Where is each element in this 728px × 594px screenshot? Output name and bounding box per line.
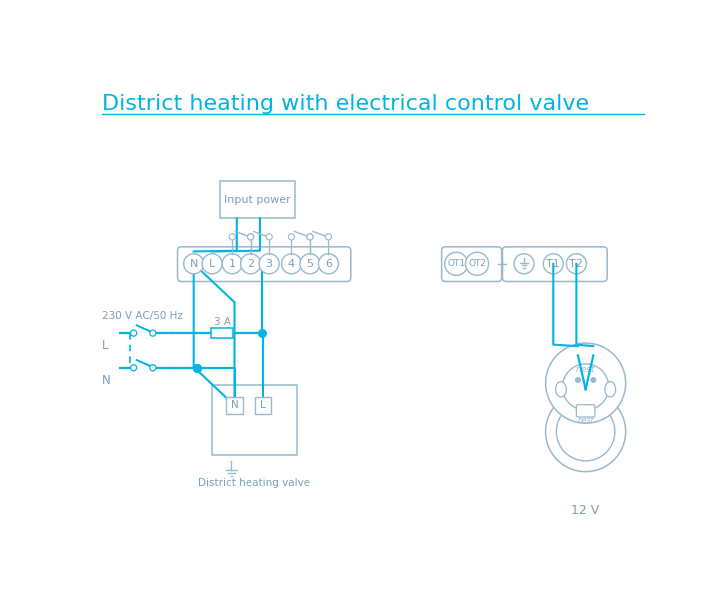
Circle shape [150,365,156,371]
FancyBboxPatch shape [502,247,607,282]
Circle shape [307,234,313,240]
Circle shape [282,254,301,274]
Text: District heating valve: District heating valve [199,478,311,488]
Text: N: N [231,400,238,410]
Circle shape [150,330,156,336]
Circle shape [325,234,331,240]
Text: 4: 4 [288,259,295,268]
Circle shape [465,252,488,276]
FancyBboxPatch shape [211,328,233,338]
Text: OT1: OT1 [447,259,465,268]
Text: 6: 6 [325,259,332,268]
FancyBboxPatch shape [178,247,351,282]
Circle shape [130,365,137,371]
Circle shape [545,343,625,423]
Circle shape [300,254,320,274]
Circle shape [543,254,563,274]
Text: L: L [102,339,108,352]
FancyBboxPatch shape [442,247,502,282]
Text: 5: 5 [306,259,314,268]
Text: T1: T1 [547,259,560,268]
Circle shape [241,254,261,274]
Circle shape [563,364,609,410]
Circle shape [318,254,339,274]
Text: Input power: Input power [224,195,291,205]
Text: N: N [102,374,111,387]
Text: L: L [260,400,266,410]
FancyBboxPatch shape [220,181,296,219]
FancyBboxPatch shape [577,405,595,417]
Text: N: N [189,259,198,268]
Text: 1: 1 [229,259,236,268]
Circle shape [183,254,204,274]
Ellipse shape [605,381,616,397]
Circle shape [514,254,534,274]
Circle shape [591,378,596,383]
Circle shape [566,254,586,274]
Circle shape [202,254,222,274]
Circle shape [576,378,580,383]
FancyBboxPatch shape [212,386,297,455]
Circle shape [248,234,254,240]
Circle shape [307,234,313,240]
Text: L: L [209,259,215,268]
Circle shape [248,234,254,240]
Text: 2: 2 [247,259,254,268]
Circle shape [556,402,615,461]
Ellipse shape [555,381,566,397]
Circle shape [266,234,272,240]
Circle shape [445,252,468,276]
Circle shape [545,391,625,472]
Text: nest: nest [577,416,594,425]
FancyBboxPatch shape [226,397,243,414]
Text: OT2: OT2 [468,259,486,268]
Circle shape [222,254,242,274]
Circle shape [130,330,137,336]
Circle shape [288,234,295,240]
Circle shape [229,234,235,240]
FancyBboxPatch shape [255,397,272,414]
Text: District heating with electrical control valve: District heating with electrical control… [102,94,589,115]
Text: 3: 3 [266,259,273,268]
Text: nest: nest [576,365,596,374]
Text: 230 V AC/50 Hz: 230 V AC/50 Hz [102,311,183,321]
Text: 12 V: 12 V [571,504,600,517]
Text: T2: T2 [569,259,583,268]
Circle shape [259,254,279,274]
Text: 3 A: 3 A [214,317,231,327]
